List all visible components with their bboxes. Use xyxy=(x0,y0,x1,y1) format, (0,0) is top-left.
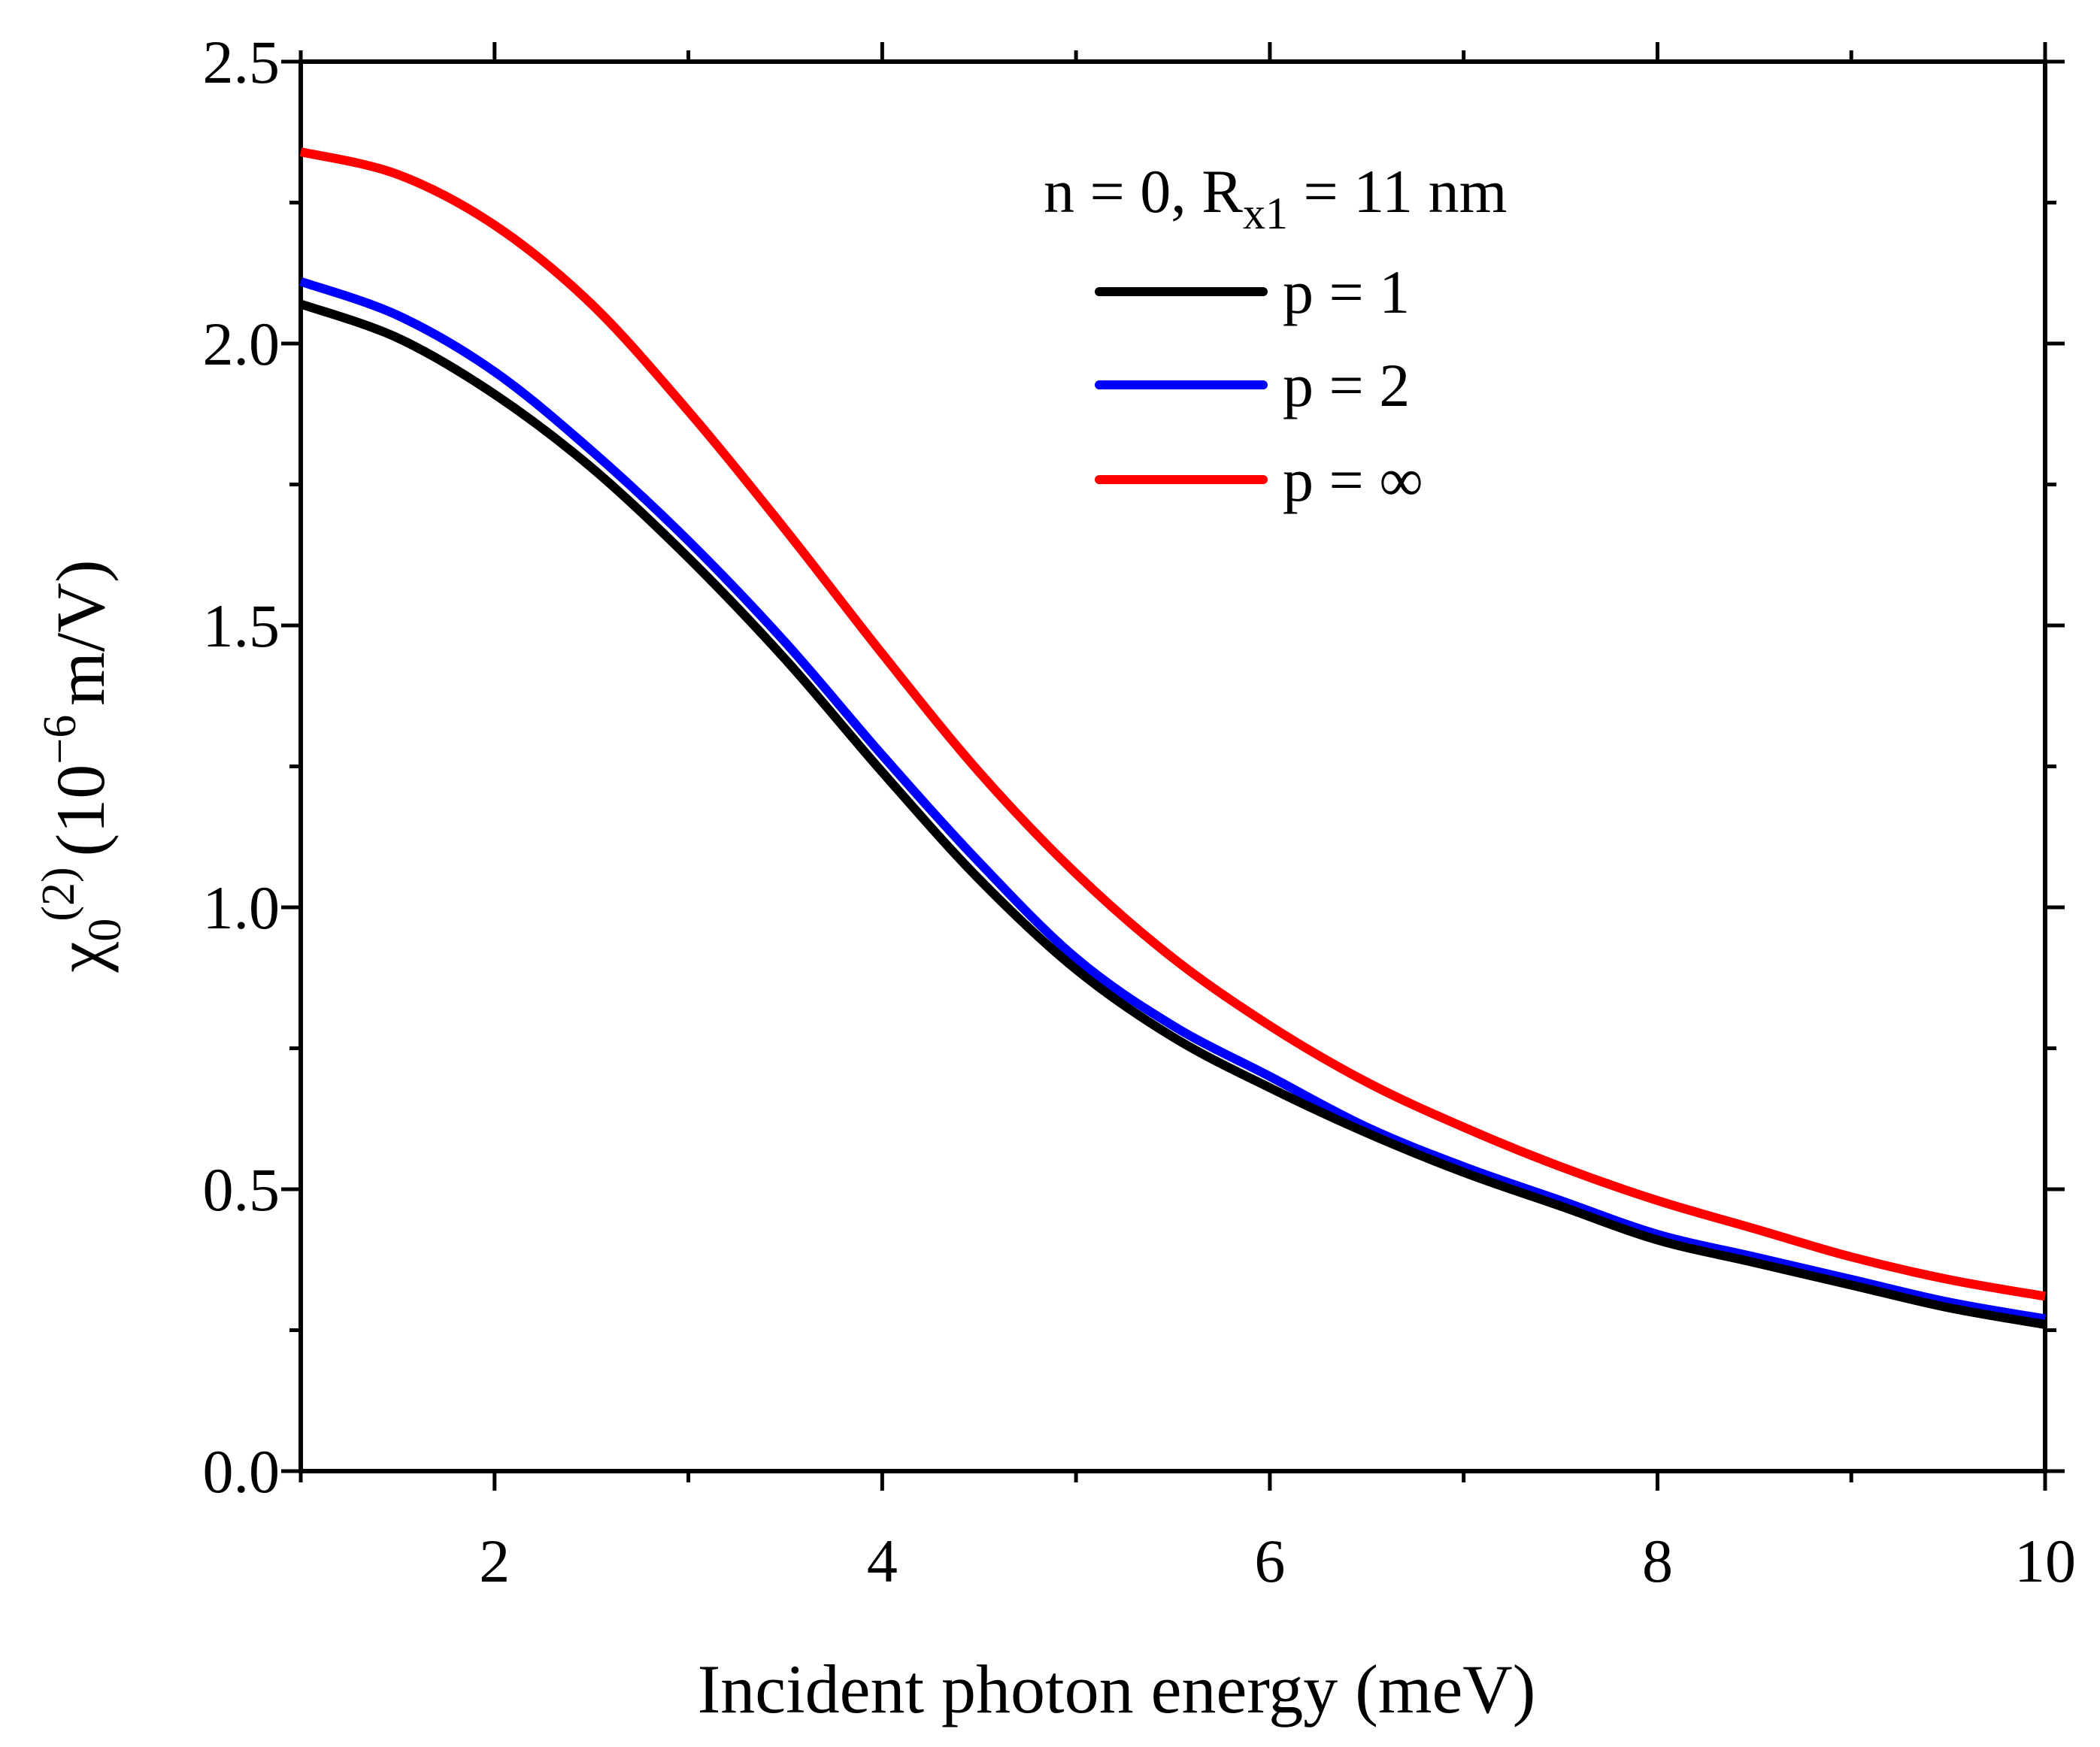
y-axis-unit-exponent: −6 xyxy=(35,715,86,765)
tick-labels: 2 4 6 8 10 0.0 0.5 1.0 1.5 2.0 2.5 xyxy=(203,28,2077,1595)
y-axis-unit-open: (10 xyxy=(42,765,119,857)
series-line-1 xyxy=(299,299,2047,1329)
y-tick-label: 0.0 xyxy=(203,1437,280,1506)
y-axis-title: χ0(2) (10−6 m/V) xyxy=(33,560,131,973)
legend-title-tail: = 11 nm xyxy=(1288,157,1507,226)
y-axis-subscript: 0 xyxy=(80,919,131,942)
legend-title-subscript: x1 xyxy=(1243,189,1288,238)
x-tick-label: 10 xyxy=(2014,1527,2076,1595)
x-tick-label: 8 xyxy=(1642,1527,1673,1595)
legend-title-main: n = 0, R xyxy=(1044,157,1243,226)
legend-label-1: p = 1 xyxy=(1283,258,1410,326)
legend: p = 1 p = 2 p = ∞ xyxy=(1095,258,1423,514)
y-axis-unit-close: m/V) xyxy=(42,560,119,706)
y-tick-label: 0.5 xyxy=(203,1155,280,1224)
y-tick-label: 2.5 xyxy=(203,28,280,96)
legend-label-3: p = ∞ xyxy=(1283,446,1423,514)
y-axis-superscript: (2) xyxy=(33,867,84,921)
x-tick-label: 6 xyxy=(1254,1527,1285,1595)
legend-title: n = 0, Rx1 = 11 nm xyxy=(1044,157,1507,238)
x-axis-title: Incident photon energy (meV) xyxy=(698,1651,1536,1727)
x-tick-label: 2 xyxy=(479,1527,510,1595)
y-tick-label: 2.0 xyxy=(203,310,280,378)
y-tick-label: 1.0 xyxy=(203,874,280,942)
y-tick-label: 1.5 xyxy=(203,592,280,660)
x-tick-label: 4 xyxy=(867,1527,898,1595)
ticks xyxy=(281,42,2065,1491)
y-axis-symbol: χ xyxy=(42,941,119,973)
series-lines xyxy=(299,147,2047,1329)
series-line-3 xyxy=(299,147,2047,1301)
series-line-2 xyxy=(299,277,2047,1324)
legend-label-2: p = 2 xyxy=(1283,351,1410,419)
